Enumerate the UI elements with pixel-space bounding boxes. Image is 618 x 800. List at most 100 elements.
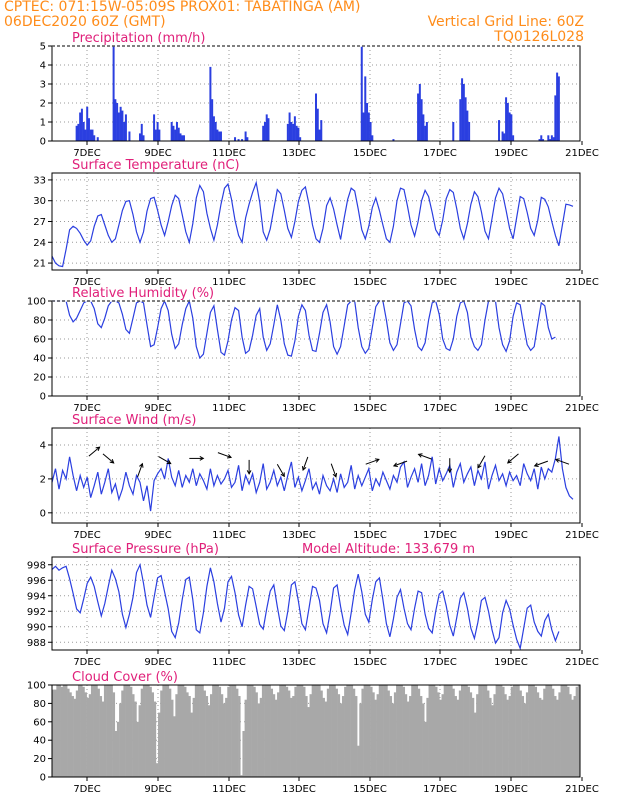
cloud-bar — [499, 685, 503, 777]
y-tick-label: 0 — [40, 392, 46, 403]
cloud-bar — [471, 697, 475, 777]
precip-bar — [452, 122, 455, 141]
cloud-bar — [201, 685, 204, 777]
precip-bar — [183, 135, 185, 141]
wind-arrow — [139, 462, 144, 468]
cloud-bar — [248, 685, 252, 777]
cloud-bar — [300, 685, 304, 777]
precip-bar — [422, 114, 425, 141]
x-tick-label: 15DEC — [353, 530, 387, 541]
x-tick-label: 13DEC — [282, 148, 316, 159]
cloud-bar — [86, 697, 90, 777]
x-tick-label: 15DEC — [353, 277, 387, 288]
cloud-bar — [88, 694, 92, 777]
x-tick-label: 19DEC — [494, 148, 528, 159]
x-tick-label: 13DEC — [282, 403, 316, 414]
cloud-bar — [577, 685, 581, 777]
cloud-bar — [251, 685, 254, 777]
x-tick-label: 13DEC — [282, 657, 316, 668]
plot-frame — [51, 427, 581, 524]
cloud-bar — [95, 685, 98, 777]
precip-bar — [175, 122, 178, 141]
cloud-bar — [58, 685, 61, 777]
cloud-bar — [393, 692, 397, 777]
cloud-bar — [389, 696, 393, 777]
y-tick-label: 990 — [27, 622, 46, 633]
cloud-bar — [298, 685, 302, 777]
cloud-bar — [413, 685, 416, 777]
wind-arrow — [88, 446, 100, 457]
cloud-bar — [512, 685, 516, 777]
x-tick-label: 17DEC — [423, 784, 457, 795]
precip-bar — [288, 112, 291, 141]
precip-bar — [371, 135, 374, 141]
x-tick-label: 13DEC — [282, 277, 316, 288]
y-tick-label: 988 — [27, 638, 46, 649]
x-tick-label: 7DEC — [73, 148, 100, 159]
cloud-bar — [220, 694, 224, 777]
x-tick-label: 11DEC — [212, 148, 246, 159]
precip-bar — [121, 110, 124, 141]
cloud-bar — [261, 685, 265, 777]
cloud-bar — [560, 685, 563, 777]
cloud-bar — [478, 685, 481, 777]
cloud-bar — [112, 692, 116, 777]
cloud-bar — [80, 685, 83, 777]
cloud-bar — [84, 692, 87, 777]
cloud-bar — [149, 686, 152, 777]
y-tick-label: 0 — [40, 137, 46, 148]
cloud-bar — [56, 685, 59, 777]
y-tick-label: 998 — [27, 560, 46, 571]
model-code: TQ0126L028 — [494, 29, 584, 45]
x-tick-label: 19DEC — [494, 657, 528, 668]
y-tick-label: 40 — [33, 354, 46, 365]
y-tick-label: 1 — [40, 118, 46, 129]
x-tick-label: 13DEC — [282, 530, 316, 541]
precip-bar — [237, 139, 240, 141]
cloud-bar — [344, 686, 347, 777]
y-tick-label: 21 — [33, 259, 46, 270]
precip-bar — [96, 137, 99, 141]
precip-bar — [86, 106, 89, 141]
panel-title: Cloud Cover (%) — [72, 670, 178, 685]
precip-bar — [362, 112, 365, 141]
wind-arrow — [365, 458, 380, 465]
cloud-bar — [396, 685, 399, 777]
cloud-bar — [316, 685, 319, 777]
cloud-bar — [504, 694, 507, 777]
precip-bar — [510, 114, 513, 141]
x-tick-label: 7DEC — [73, 277, 100, 288]
cloud-bar — [525, 692, 529, 777]
cloud-bar — [530, 685, 533, 777]
panel-title: Surface Temperature (nC) — [72, 158, 240, 173]
x-tick-label: 11DEC — [212, 784, 246, 795]
precip-bar — [550, 135, 553, 141]
cloud-bar — [103, 685, 107, 777]
cloud-bar — [367, 685, 371, 777]
precip-bar — [290, 122, 293, 141]
wind-arrow — [158, 456, 171, 465]
cloud-bar — [551, 688, 555, 777]
y-tick-label: 4 — [40, 440, 46, 451]
cloud-bar — [556, 699, 559, 777]
precip-bar — [503, 133, 506, 141]
cloud-bar — [294, 686, 297, 777]
cloud-bar — [127, 685, 131, 777]
cloud-bar — [296, 685, 299, 777]
cloud-bar — [378, 685, 382, 777]
cloud-bar — [177, 685, 180, 777]
cloud-bar — [309, 694, 312, 777]
cloud-bar — [52, 689, 55, 777]
cloud-bar — [54, 689, 57, 777]
wind-arrow — [330, 463, 337, 478]
y-tick-label: 30 — [33, 196, 46, 207]
wind-arrow — [477, 455, 486, 469]
x-tick-label: 11DEC — [212, 277, 246, 288]
cloud-bar — [322, 697, 325, 777]
cloud-bar — [519, 690, 522, 777]
precip-bar — [538, 139, 541, 141]
cloud-bar — [160, 690, 163, 777]
cloud-bar — [60, 686, 64, 777]
cloud-bar — [486, 690, 490, 777]
